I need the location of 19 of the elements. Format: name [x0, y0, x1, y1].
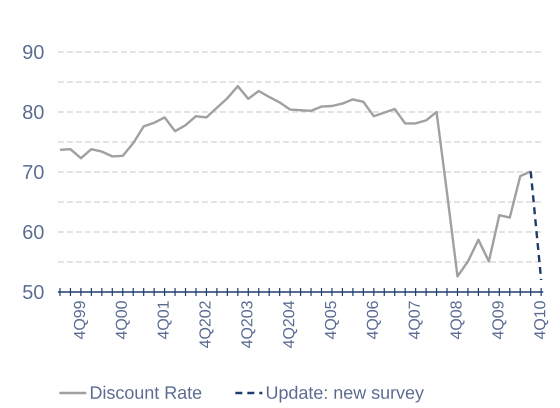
x-tick-label: 4Q01 — [158, 301, 172, 340]
y-tick-label: 90 — [23, 44, 44, 60]
x-tick-label: 4Q203 — [241, 301, 256, 348]
x-tick-label: 4Q10 — [534, 301, 548, 340]
x-tick-label: 4Q99 — [74, 301, 88, 340]
x-tick-label: 4Q06 — [366, 301, 381, 340]
y-tick-label: 50 — [23, 284, 44, 300]
y-tick-label: 60 — [23, 224, 44, 240]
x-tick-label: 4Q07 — [408, 301, 423, 340]
x-tick-label: 4Q08 — [450, 301, 465, 340]
x-tick-label: 4Q204 — [283, 301, 298, 348]
legend-label: Update: new survey — [266, 386, 424, 402]
legend-label: Discount Rate — [90, 386, 202, 399]
x-tick-label: 4Q09 — [492, 301, 506, 340]
y-tick-label: 70 — [23, 164, 44, 180]
x-tick-label: 4Q00 — [116, 301, 130, 340]
x-tick-label: 4Q05 — [324, 301, 340, 340]
y-tick-label: 80 — [23, 104, 44, 120]
x-tick-label: 4Q202 — [199, 301, 214, 348]
